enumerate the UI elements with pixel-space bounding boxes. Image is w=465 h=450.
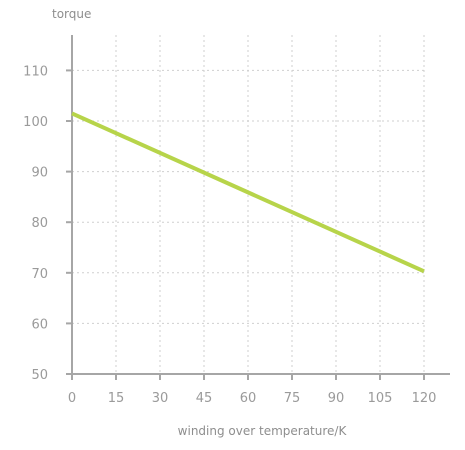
x-tick-label: 75 (284, 391, 301, 406)
label-layer: torque winding over temperature/K 50 60 70… (23, 7, 436, 438)
x-tick-label: 90 (328, 391, 345, 406)
grid-layer (72, 35, 425, 374)
axis-layer (66, 35, 450, 380)
x-tick-label: 45 (196, 391, 213, 406)
y-axis-title: torque (52, 7, 91, 21)
y-tick-label: 80 (31, 216, 48, 231)
x-tick-label: 120 (412, 391, 437, 406)
x-tick-label: 105 (368, 391, 393, 406)
y-tick-label: 100 (23, 115, 48, 130)
y-tick-label: 90 (31, 166, 48, 181)
x-tick-label: 0 (68, 391, 76, 406)
series-layer (71, 111, 425, 274)
series-line (71, 111, 425, 274)
x-tick-label: 30 (152, 391, 169, 406)
x-tick-label: 60 (240, 391, 257, 406)
y-tick-label: 70 (31, 267, 48, 282)
y-tick-label: 60 (31, 317, 48, 332)
x-tick-label: 15 (108, 391, 125, 406)
x-axis-title: winding over temperature/K (178, 424, 348, 438)
y-tick-label: 110 (23, 64, 48, 79)
y-tick-label: 50 (31, 368, 48, 383)
